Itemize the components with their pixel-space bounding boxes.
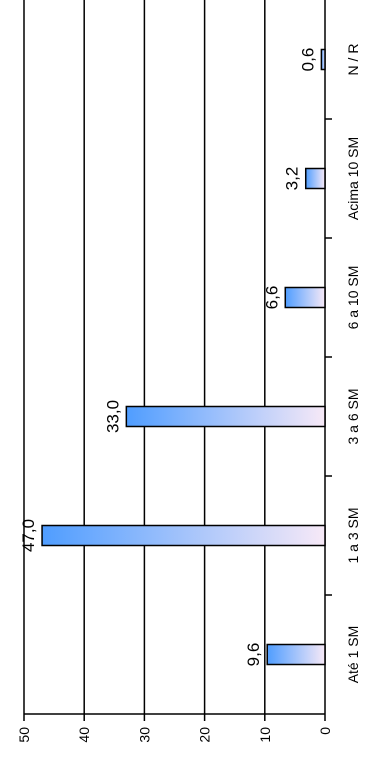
bar xyxy=(41,524,326,547)
value-tick-label: 20 xyxy=(197,727,213,743)
value-tick-label: 50 xyxy=(16,727,32,743)
bar xyxy=(266,643,326,666)
bar xyxy=(304,167,326,190)
value-tick-label: 10 xyxy=(257,727,273,743)
category-label: 3 a 6 SM xyxy=(345,388,361,444)
bar xyxy=(320,48,326,71)
value-tick-label: 40 xyxy=(76,727,92,743)
data-label: 47,0 xyxy=(19,519,38,552)
category-label: 1 a 3 SM xyxy=(345,507,361,563)
data-label: 6,6 xyxy=(262,286,281,310)
data-label: 9,6 xyxy=(244,643,263,667)
data-label: 33,0 xyxy=(103,400,122,433)
bars xyxy=(41,48,326,666)
category-label: Acima 10 SM xyxy=(345,137,361,220)
labels: 0 10 20 30 40 50 9,6 Até 1 SM 47,0 1 a 3 SM 33,0 3 … xyxy=(16,44,361,743)
bar xyxy=(284,286,326,309)
bar xyxy=(125,405,326,428)
grid-lines xyxy=(23,0,266,714)
axes xyxy=(23,0,332,721)
data-label: 0,6 xyxy=(298,48,317,72)
category-label: 6 a 10 SM xyxy=(345,266,361,330)
data-label: 3,2 xyxy=(283,167,302,191)
value-tick-label: 0 xyxy=(317,727,333,735)
category-label: N / R xyxy=(345,44,361,76)
category-label: Até 1 SM xyxy=(345,626,361,684)
value-tick-label: 30 xyxy=(136,727,152,743)
